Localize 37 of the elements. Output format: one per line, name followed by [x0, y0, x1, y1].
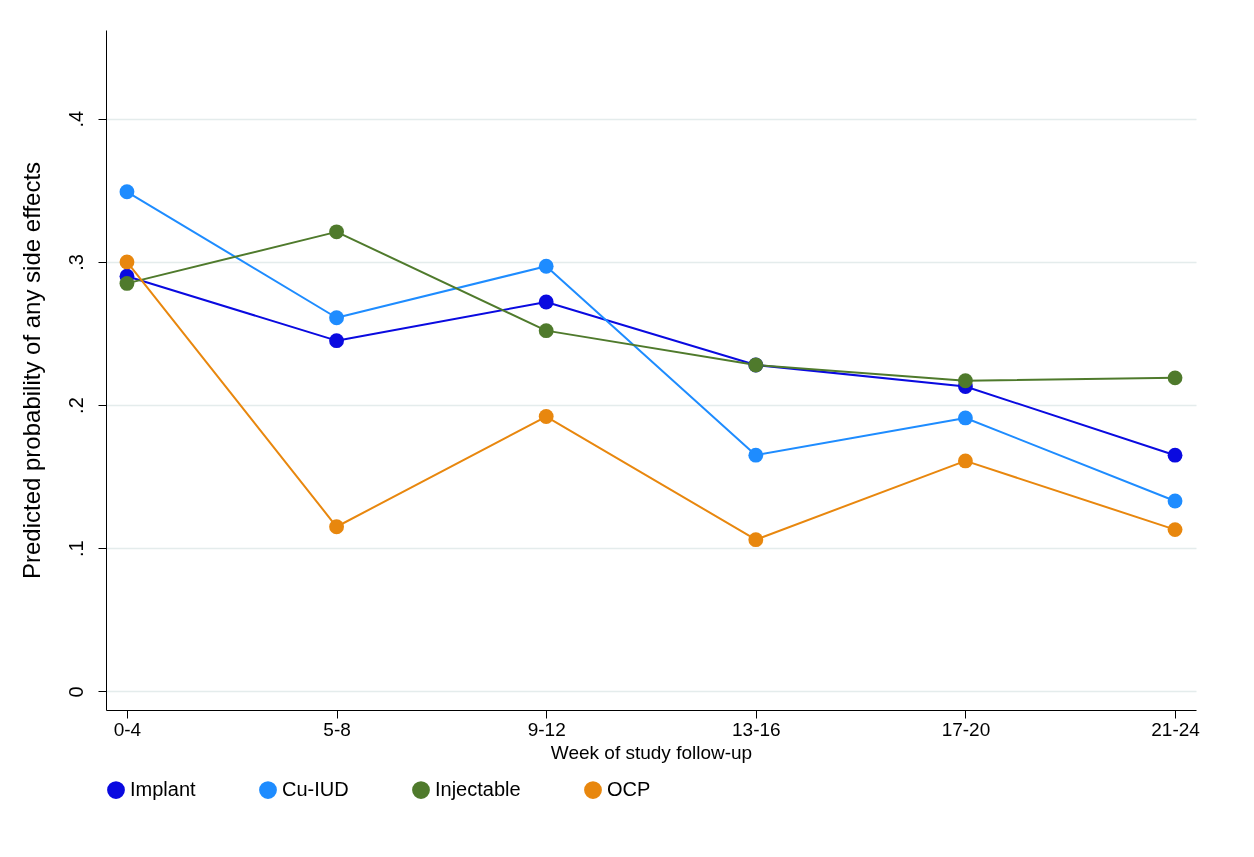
point — [1167, 370, 1183, 386]
y-tick-label: 0 — [64, 686, 87, 698]
point — [329, 519, 344, 535]
x-axis-title: Week of study follow-up — [550, 741, 753, 763]
point — [748, 532, 764, 548]
point — [119, 275, 135, 291]
legend-label: Implant — [130, 778, 197, 801]
y-axis-title: Predicted probability of any side effects — [17, 161, 45, 580]
point — [329, 224, 344, 240]
x-tick-label: 21-24 — [1151, 718, 1201, 740]
x-tick-label: 9-12 — [527, 718, 566, 740]
point — [119, 184, 135, 200]
point — [1167, 447, 1183, 463]
point — [538, 323, 554, 339]
point — [1167, 493, 1183, 509]
y-tick-label: .2 — [64, 397, 87, 414]
point — [538, 409, 554, 424]
x-tick-label: 17-20 — [941, 718, 991, 740]
x-tick-label: 5-8 — [323, 718, 351, 740]
point — [1167, 522, 1183, 538]
legend-label: OCP — [607, 778, 651, 801]
point — [119, 254, 135, 270]
point — [958, 373, 973, 389]
x-tick-label: 13-16 — [732, 718, 781, 740]
point — [329, 333, 344, 349]
y-tick-label: .3 — [64, 254, 87, 271]
point — [748, 447, 764, 463]
legend-label: Cu-IUD — [282, 778, 349, 801]
point — [958, 453, 973, 469]
y-tick-label: .1 — [64, 540, 87, 558]
y-tick-label: .4 — [64, 110, 87, 128]
x-tick-label: 0-4 — [113, 718, 142, 740]
point — [958, 410, 973, 426]
legend-label: Injectable — [435, 778, 521, 801]
point — [329, 310, 344, 326]
point — [538, 294, 554, 310]
point — [538, 258, 554, 274]
